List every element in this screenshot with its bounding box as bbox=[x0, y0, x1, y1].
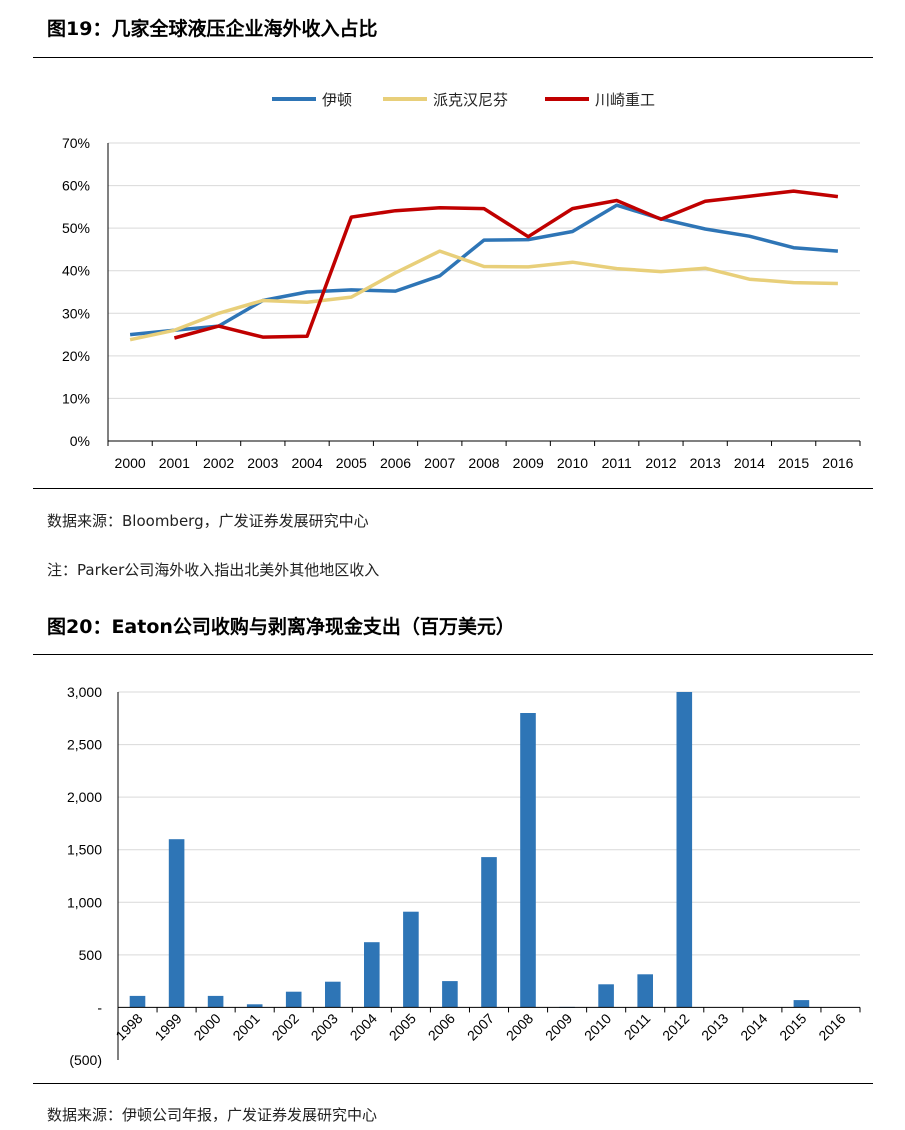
series-line-1 bbox=[129, 203, 839, 337]
figure1-bottom-rule bbox=[33, 488, 873, 489]
bar-2000 bbox=[207, 995, 224, 1008]
x-tick-label: 2010 bbox=[557, 455, 588, 471]
x-tick-label: 2012 bbox=[659, 1010, 692, 1043]
x-tick-label: 2004 bbox=[291, 455, 322, 471]
figure1-source: 数据来源：Bloomberg，广发证券发展研究中心 bbox=[47, 512, 369, 530]
figure1-top-rule bbox=[33, 57, 873, 58]
bar-1999 bbox=[168, 839, 185, 1008]
figure1-title: 图19：几家全球液压企业海外收入占比 bbox=[47, 18, 378, 40]
x-tick-label: 2016 bbox=[815, 1010, 848, 1043]
x-tick-label: 2005 bbox=[386, 1010, 419, 1043]
bar-chart-eaton-acquisition-spending: (500) - 500 1,000 1,500 2,000 2,500 3,000 1998 19… bbox=[67, 684, 861, 1068]
x-tick-label: 2006 bbox=[425, 1010, 458, 1043]
y-tick-label: 500 bbox=[79, 947, 103, 963]
legend-label-3: 川崎重工 bbox=[595, 92, 655, 109]
x-tick-label: 2006 bbox=[380, 455, 411, 471]
series-line-2 bbox=[129, 249, 838, 342]
x-tick-label: 2014 bbox=[737, 1010, 770, 1043]
x-tick-label: 2008 bbox=[468, 455, 499, 471]
x-tick-label: 1999 bbox=[151, 1010, 184, 1043]
x-tick-label: 2010 bbox=[581, 1010, 614, 1043]
x-tick-label: 2000 bbox=[190, 1010, 223, 1043]
bar-2005 bbox=[403, 911, 419, 1008]
x-tick-label: 2004 bbox=[347, 1010, 380, 1043]
y-tick-label: 70% bbox=[62, 135, 90, 151]
x-tick-label: 2002 bbox=[269, 1010, 302, 1043]
y-tick-label: 20% bbox=[62, 348, 90, 364]
x-tick-label: 2001 bbox=[229, 1010, 262, 1043]
x-tick-label: 2008 bbox=[503, 1010, 536, 1043]
x-tick-label: 2007 bbox=[424, 455, 455, 471]
x-tick-label: 2009 bbox=[542, 1010, 575, 1043]
bar-2003 bbox=[325, 981, 341, 1008]
y-tick-label: 40% bbox=[62, 263, 90, 279]
x-tick-label: 2013 bbox=[698, 1010, 731, 1043]
x-tick-label: 2007 bbox=[464, 1010, 497, 1043]
bar-1998 bbox=[129, 995, 146, 1008]
y-tick-label: 50% bbox=[62, 220, 90, 236]
bar-2006 bbox=[442, 981, 458, 1008]
y-tick-label: 10% bbox=[62, 390, 90, 406]
x-tick-label: 2009 bbox=[513, 455, 544, 471]
y-tick-label: 1,500 bbox=[67, 842, 102, 858]
figure2-bottom-rule bbox=[33, 1083, 873, 1084]
figure2-top-rule bbox=[33, 654, 873, 655]
bar-2011 bbox=[637, 974, 653, 1008]
legend-label-1: 伊顿 bbox=[322, 92, 352, 109]
bar-2007 bbox=[481, 857, 497, 1008]
bar-2008 bbox=[520, 713, 536, 1008]
x-tick-label: 2015 bbox=[776, 1010, 809, 1043]
x-tick-label: 2014 bbox=[734, 455, 765, 471]
x-tick-label: 2005 bbox=[336, 455, 367, 471]
x-tick-label: 2016 bbox=[822, 455, 853, 471]
figure2-source: 数据来源：伊顿公司年报，广发证券发展研究中心 bbox=[47, 1106, 378, 1124]
line-chart-overseas-revenue-share: 伊顿 派克汉尼芬 川崎重工 0% 10% 20% 30% 40% 50% 60% 70% 2000 20… bbox=[62, 92, 861, 471]
y-tick-label: 3,000 bbox=[67, 684, 102, 700]
legend-label-2: 派克汉尼芬 bbox=[433, 92, 508, 109]
x-tick-label: 2015 bbox=[778, 455, 809, 471]
y-tick-label: - bbox=[97, 999, 102, 1015]
bar-2001 bbox=[246, 1004, 263, 1008]
figure1-note: 注：Parker公司海外收入指出北美外其他地区收入 bbox=[47, 561, 380, 579]
y-tick-label: 2,500 bbox=[67, 737, 102, 753]
y-tick-label: 1,000 bbox=[67, 894, 102, 910]
x-tick-label: 2011 bbox=[621, 1010, 654, 1043]
bar-2015 bbox=[793, 1000, 810, 1008]
x-tick-label: 2002 bbox=[203, 455, 234, 471]
y-tick-label: 2,000 bbox=[67, 789, 102, 805]
x-tick-label: 2011 bbox=[602, 455, 632, 471]
x-tick-label: 2000 bbox=[115, 455, 146, 471]
x-tick-label: 2012 bbox=[645, 455, 676, 471]
bar-2012 bbox=[676, 692, 693, 1008]
y-tick-label: 30% bbox=[62, 305, 90, 321]
x-tick-label: 1998 bbox=[112, 1010, 145, 1043]
bar-2002 bbox=[285, 991, 302, 1008]
figure2-title: 图20：Eaton公司收购与剥离净现金支出（百万美元） bbox=[47, 616, 515, 638]
series-line-3 bbox=[173, 189, 839, 340]
bar-2004 bbox=[364, 942, 380, 1008]
y-tick-label: 0% bbox=[70, 433, 90, 449]
y-tick-label: (500) bbox=[69, 1052, 102, 1068]
x-tick-label: 2013 bbox=[690, 455, 721, 471]
x-tick-label: 2003 bbox=[308, 1010, 341, 1043]
x-tick-label: 2003 bbox=[247, 455, 278, 471]
x-tick-label: 2001 bbox=[159, 455, 190, 471]
y-tick-label: 60% bbox=[62, 178, 90, 194]
bar-2010 bbox=[598, 984, 614, 1008]
